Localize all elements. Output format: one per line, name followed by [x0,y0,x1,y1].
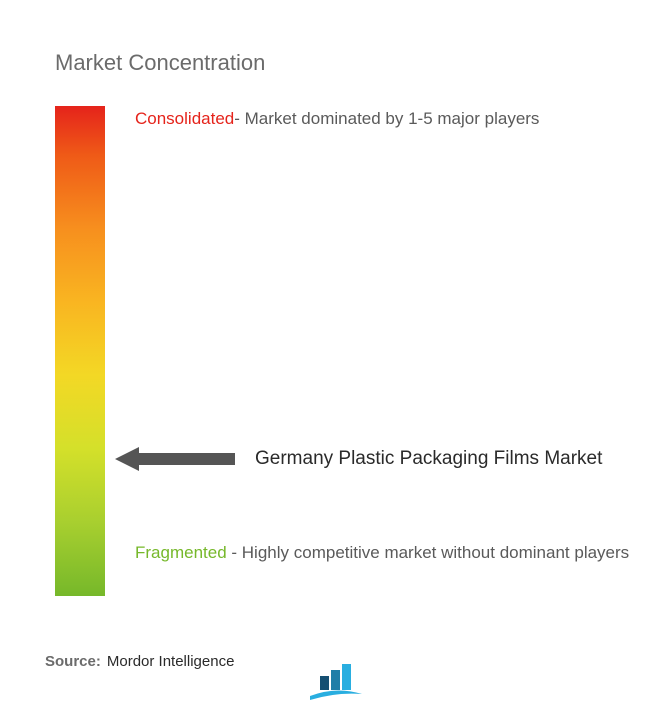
arrow-left-icon [115,447,235,471]
indicator-row: Germany Plastic Packaging Films Market [115,447,602,471]
consolidated-text: - Market dominated by 1-5 major players [234,109,539,128]
fragmented-text: - Highly competitive market without domi… [227,543,630,562]
fragmented-label: Fragmented - Highly competitive market w… [135,542,631,565]
indicator-label: Germany Plastic Packaging Films Market [255,448,602,470]
gradient-bar [55,106,105,596]
consolidated-label: Consolidated- Market dominated by 1-5 ma… [135,108,631,131]
consolidated-keyword: Consolidated [135,109,234,128]
brand-logo-icon [306,660,366,702]
concentration-chart: Consolidated- Market dominated by 1-5 ma… [55,106,631,596]
source-value: Mordor Intelligence [107,653,235,670]
source-label: Source: [45,653,101,670]
page-title: Market Concentration [55,50,631,76]
fragmented-keyword: Fragmented [135,543,227,562]
source-footer: Source: Mordor Intelligence [45,653,234,670]
